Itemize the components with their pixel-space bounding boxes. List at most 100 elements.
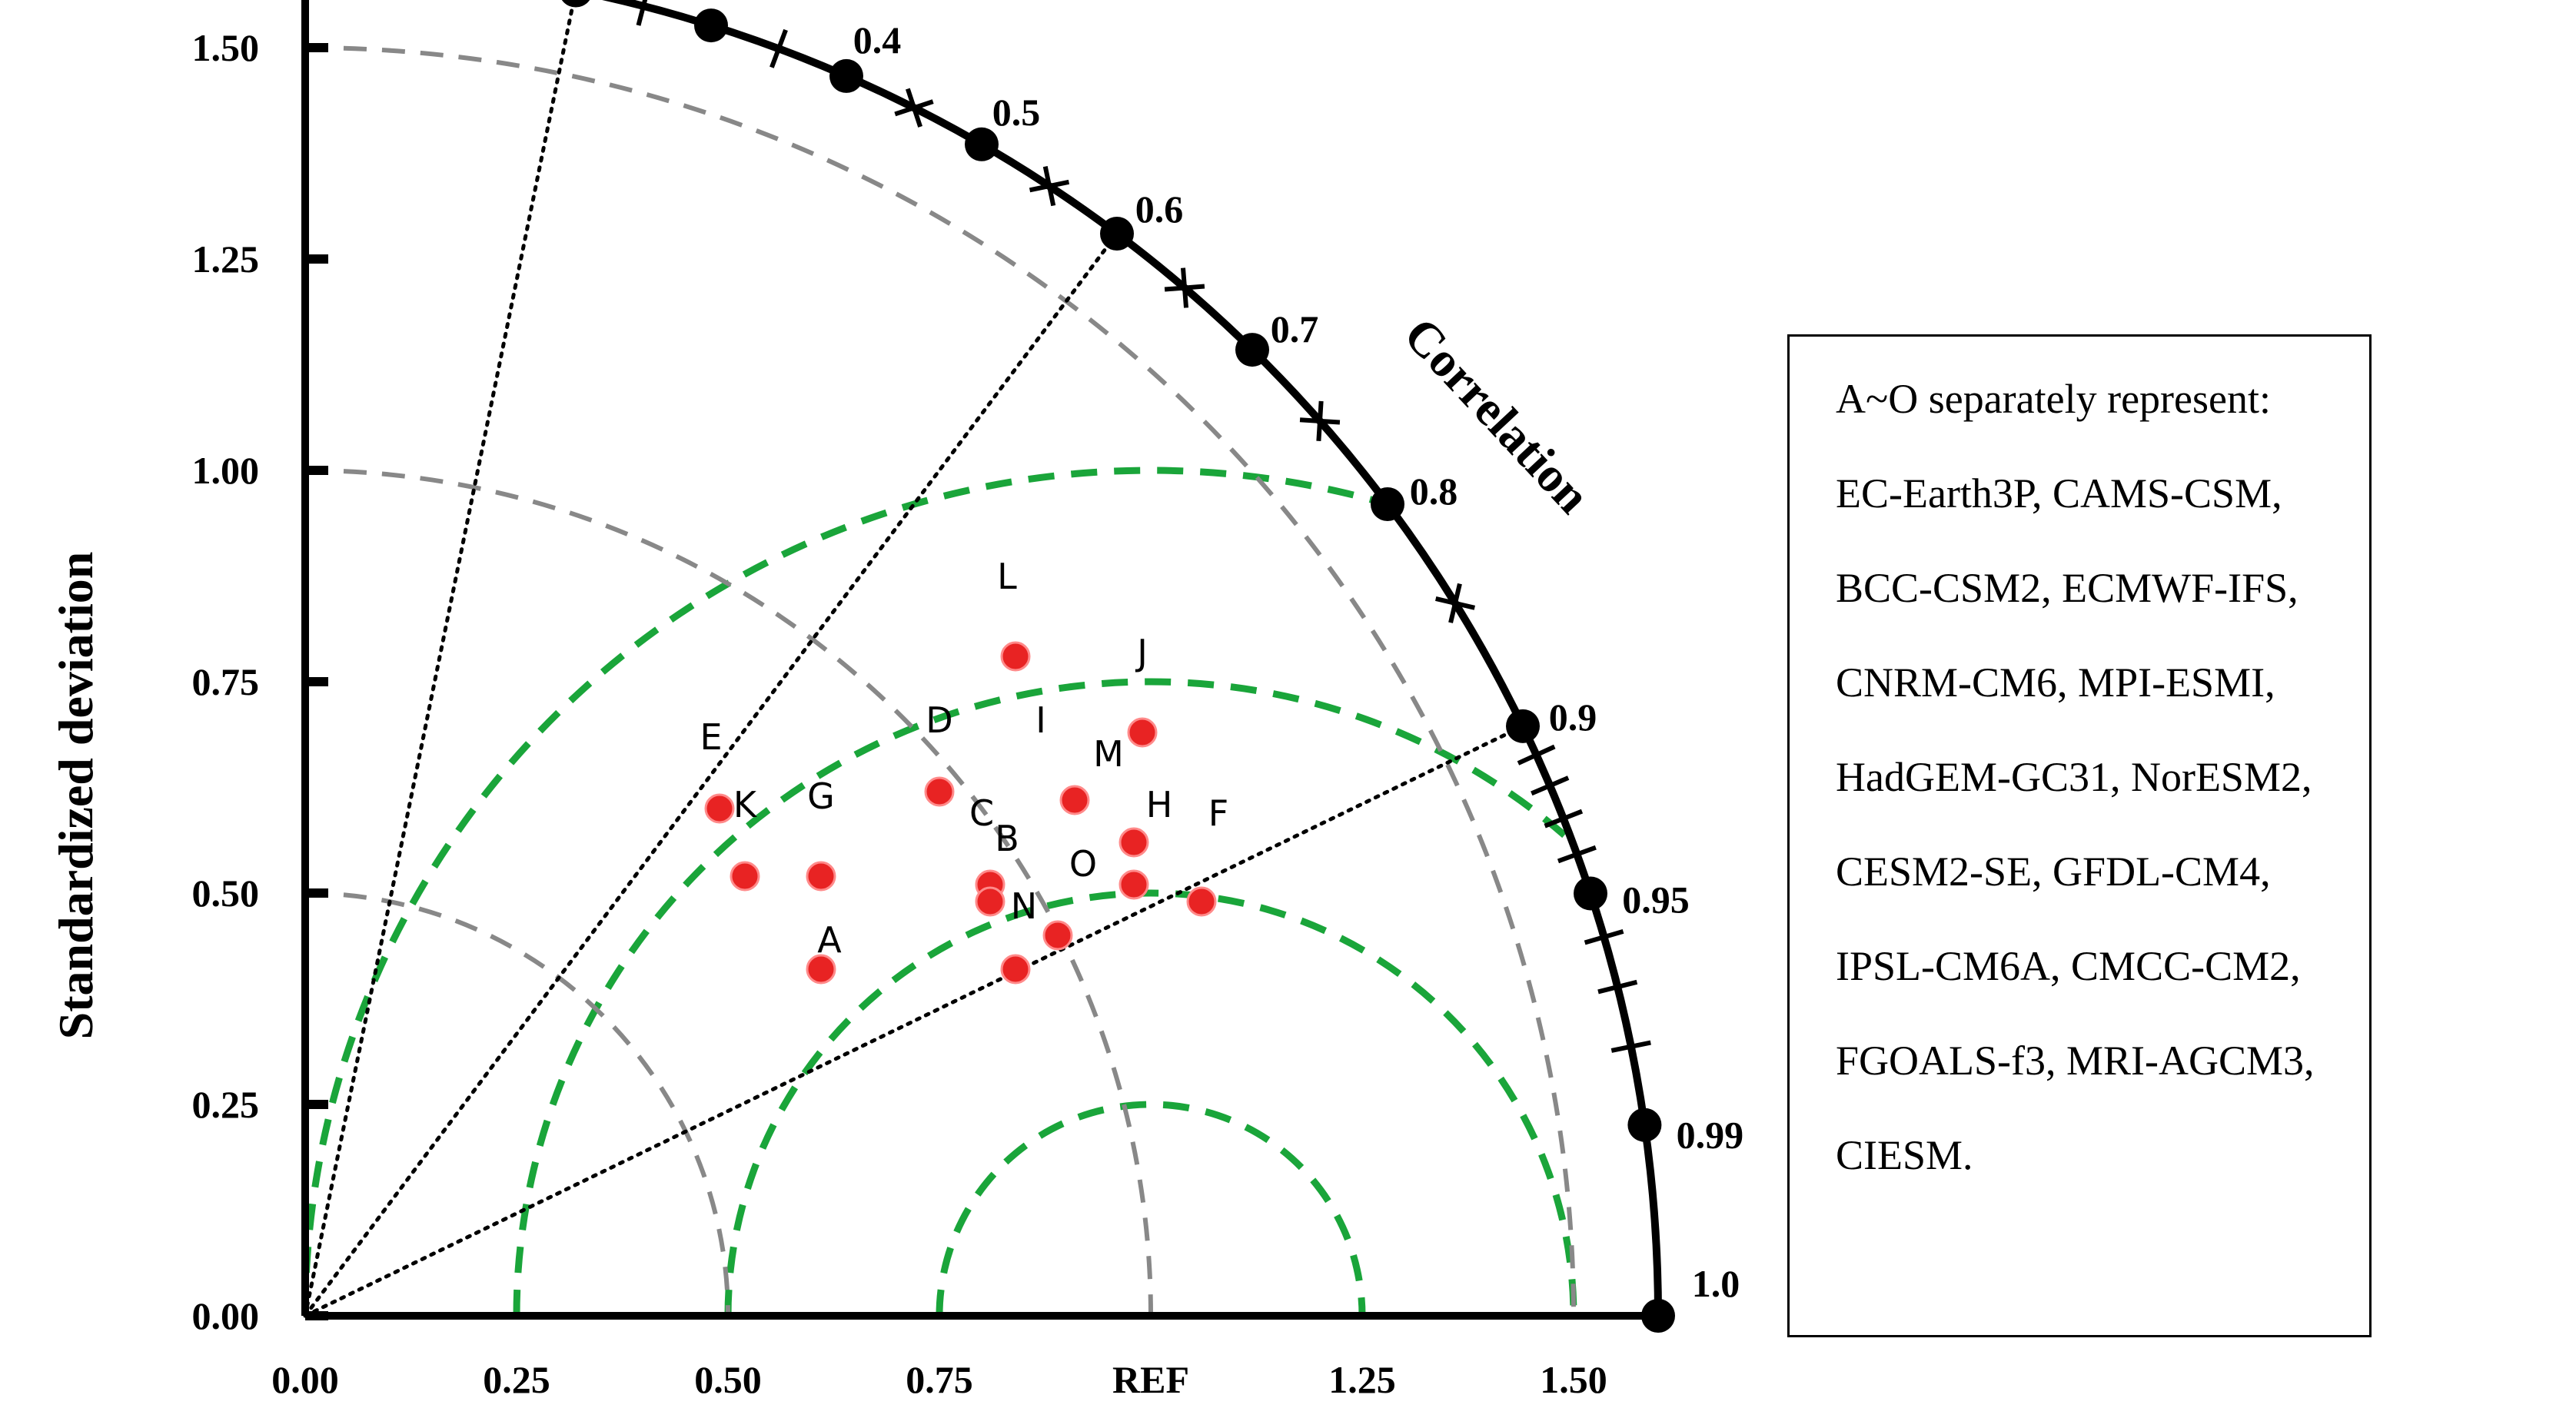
legend-line-7: FGOALS-f3, MRI-AGCM3, (1836, 1038, 2315, 1084)
point-label-J: J (1135, 632, 1148, 673)
corr-label-8: 0.9 (1549, 696, 1597, 739)
legend-line-5: CESM2-SE, GFDL-CM4, (1836, 848, 2271, 895)
corr-tick-cross-2 (625, 0, 662, 13)
correlation-ray-2 (303, 724, 1525, 1318)
corr-label-9: 0.95 (1622, 878, 1690, 921)
point-C (975, 886, 1005, 917)
corr-dot-12 (1641, 1299, 1675, 1333)
legend-line-2: BCC-CSM2, ECMWF-IFS, (1836, 565, 2298, 611)
x-tick-label-3: 0.75 (906, 1358, 973, 1401)
std-arc-2 (304, 45, 1576, 1317)
corr-dot-10 (1574, 876, 1607, 911)
y-axis-title: Standardized deviation (48, 552, 103, 1040)
point-F (1186, 886, 1217, 917)
corr-x-tick-b-0 (894, 99, 934, 117)
point-label-B: B (995, 818, 1019, 859)
corr-dot-4 (829, 58, 863, 93)
corr-label-2: 0.3 (718, 0, 766, 3)
corr-dot-2 (561, 0, 590, 8)
corr-label-5: 0.6 (1135, 188, 1184, 231)
point-label-G: G (807, 775, 835, 817)
y-tick-label-0: 0.00 (192, 1294, 260, 1337)
rms-arc-0 (936, 1101, 1366, 1317)
x-tick-label-1: 0.25 (483, 1358, 550, 1401)
point-N (1000, 954, 1031, 985)
legend-line-3: CNRM-CM6, MPI-ESMI, (1836, 659, 2275, 706)
point-label-D: D (926, 699, 952, 741)
x-tick-label-5: 1.50 (1540, 1358, 1607, 1401)
legend-line-8: CIESM. (1836, 1132, 1973, 1178)
x-tick-label-0: 0.00 (271, 1358, 339, 1401)
y-tick-label-4: 1.00 (192, 449, 260, 492)
corr-tick-cross-5 (1541, 768, 1560, 803)
points-layer (704, 641, 1217, 985)
point-label-A: A (817, 919, 842, 961)
x-tick-label-4: 1.25 (1328, 1358, 1396, 1401)
y-tick-label-5: 1.25 (192, 237, 260, 281)
corr-label-7: 0.8 (1410, 470, 1458, 513)
model-legend: A~O separately represent: EC-Earth3P, CAM… (1787, 334, 2372, 1337)
corr-dot-7 (1235, 333, 1269, 367)
corr-label-6: 0.7 (1271, 307, 1319, 350)
y-tick-label-2: 0.50 (192, 872, 260, 915)
point-label-E: E (700, 716, 722, 758)
point-A (806, 954, 836, 985)
corr-x-tick-b-4 (1435, 596, 1475, 610)
x-tick-label-2: 0.50 (694, 1358, 762, 1401)
axes-layer: 0.000.250.500.751.001.251.500.00 0.25 0.50… (192, 0, 1744, 1401)
legend-line-6: IPSL-CM6A, CMCC-CM2, (1836, 943, 2301, 989)
corr-tick-cross-9 (1610, 968, 1624, 1005)
corr-label-4: 0.5 (992, 91, 1041, 134)
corr-tick-cross-3 (761, 40, 796, 58)
grid-layer (301, 0, 1577, 1318)
point-label-L: L (997, 556, 1017, 597)
rms-arc-2 (513, 678, 1575, 1317)
corr-dot-6 (1100, 217, 1134, 251)
labels-layer: EK G A L J D I M CB H F ON (700, 556, 1228, 961)
corr-tick-cross-4 (1527, 737, 1547, 772)
correlation-ray-0 (303, 0, 577, 1318)
corr-label-10: 0.99 (1677, 1114, 1744, 1157)
corr-x-tick-b-3 (1299, 417, 1341, 425)
point-label-O: O (1069, 843, 1097, 885)
rms-arc-3 (301, 467, 1389, 1317)
point-G (806, 861, 836, 892)
corr-dot-9 (1506, 709, 1540, 743)
y-tick-label-1: 0.25 (192, 1083, 260, 1126)
point-label-F: F (1208, 792, 1228, 834)
point-E (704, 793, 735, 824)
corr-tick-cross-8 (1597, 918, 1612, 955)
point-label-M: M (1093, 733, 1124, 775)
point-D (924, 776, 955, 807)
std-arc-1 (304, 468, 1153, 1317)
y-tick-label-3: 0.75 (192, 660, 260, 703)
corr-dot-11 (1627, 1108, 1662, 1142)
point-label-I: I (1035, 699, 1046, 741)
point-L (1000, 641, 1031, 672)
corr-tick-cross-6 (1554, 801, 1573, 836)
corr-dot-3 (694, 8, 728, 43)
point-H (1118, 827, 1149, 858)
point-I (1059, 785, 1090, 815)
corr-dot-5 (965, 127, 999, 161)
point-J (1127, 717, 1158, 748)
legend-line-0: A~O separately represent: (1836, 376, 2271, 422)
corr-dot-8 (1371, 487, 1404, 521)
point-O (1118, 869, 1149, 900)
corr-tick-cross-10 (1625, 1028, 1637, 1065)
corr-x-tick-b-2 (1164, 284, 1205, 292)
point-label-K: K (733, 784, 758, 825)
rms-arc-1 (724, 889, 1577, 1317)
corr-label-11: 1.0 (1692, 1262, 1740, 1305)
legend-line-4: HadGEM-GC31, NorESM2, (1836, 754, 2312, 800)
legend-line-1: EC-Earth3P, CAMS-CSM, (1836, 470, 2282, 516)
correlation-arc (601, 0, 1662, 1317)
point-label-C: C (969, 792, 994, 834)
point-label-H: H (1146, 784, 1173, 825)
corr-tick-cross-7 (1568, 836, 1586, 872)
corr-x-tick-b-1 (1029, 179, 1070, 193)
point-M (1042, 920, 1073, 951)
y-tick-label-6: 1.50 (192, 26, 260, 69)
point-K (730, 861, 760, 892)
